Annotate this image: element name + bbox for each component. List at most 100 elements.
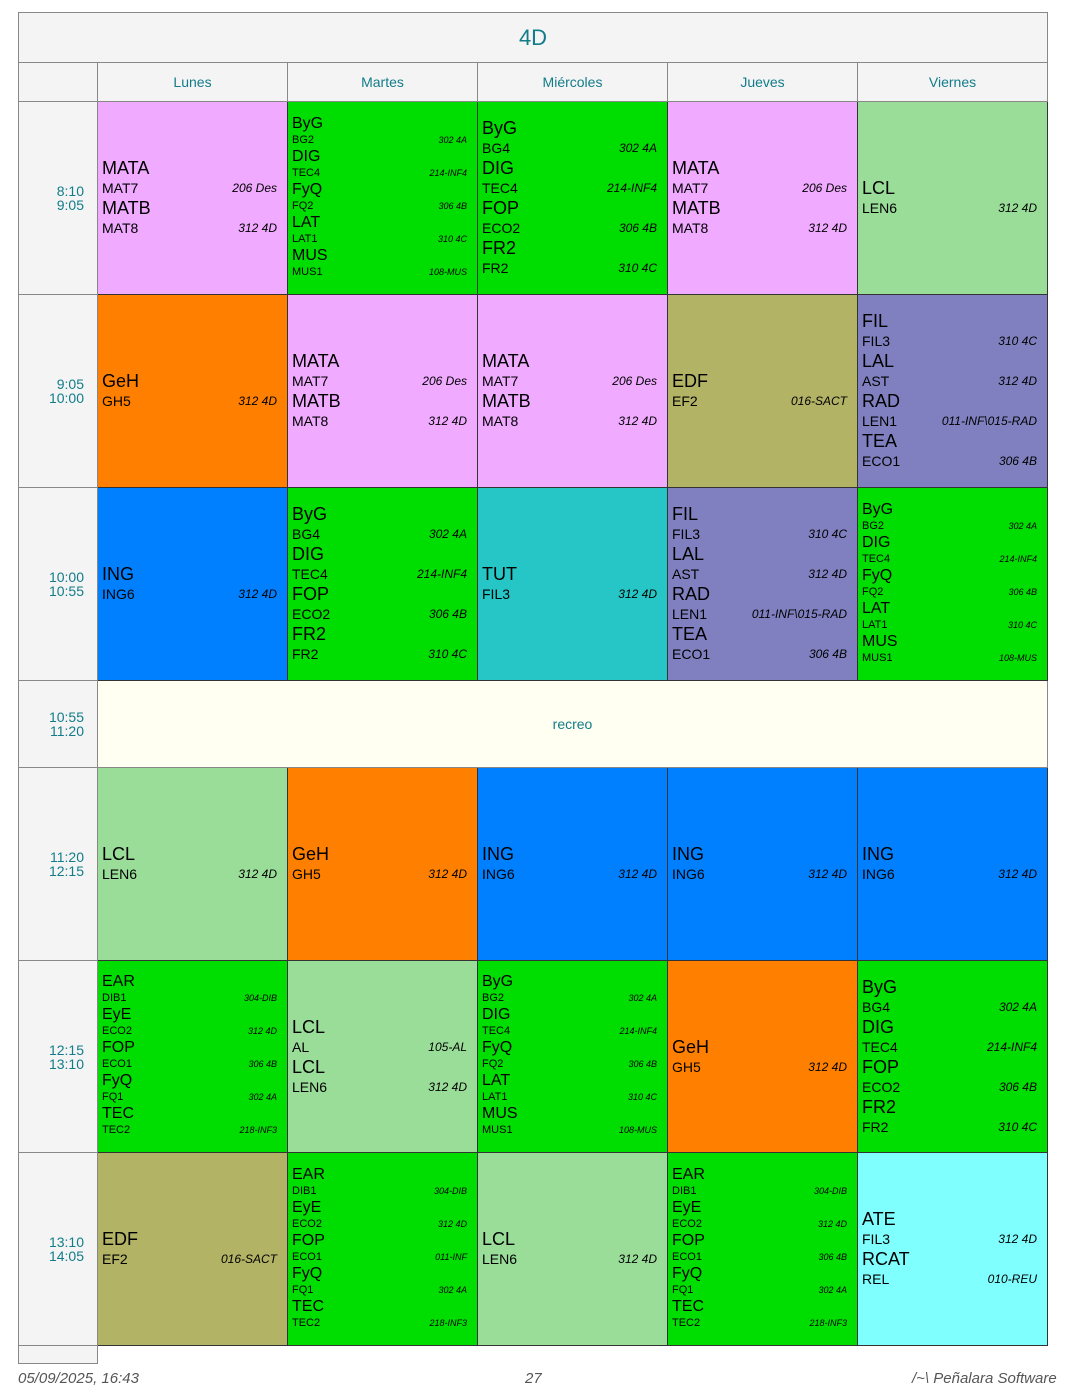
room-code: 304-DIB <box>813 1185 847 1196</box>
class-cell: EAR DIB1 304-DIB EyE ECO2 312 4D FOP ECO1 306 4B… <box>668 1153 858 1346</box>
group-code: MUS1 <box>292 265 323 278</box>
class-cell: EDF EF2 016-SACT <box>98 1153 288 1346</box>
group-code: TEC2 <box>292 1316 321 1329</box>
room-code: 304-DIB <box>433 1185 467 1196</box>
room-code: 306 4B <box>248 1059 277 1069</box>
group-line: ING6 312 4D <box>862 864 1037 884</box>
group-code: ECO2 <box>292 606 331 622</box>
group-line: ECO2 306 4B <box>482 218 657 238</box>
slot-start: 10:55 <box>48 709 84 725</box>
trailing-row <box>18 1346 1048 1364</box>
room-code: 310 4C <box>627 1092 657 1102</box>
group-code: ING6 <box>672 866 705 882</box>
group-line: FQ2 306 4B <box>862 584 1037 601</box>
subject-code: EAR <box>292 1165 325 1183</box>
subject-code: ByG <box>862 976 898 997</box>
subject-code: RCAT <box>862 1249 910 1269</box>
group-line: MAT7 206 Des <box>102 178 277 198</box>
time-slot-row: 10:55 11:20 recreo <box>18 681 1048 768</box>
room-code: 312 4D <box>618 1252 657 1266</box>
subject-code: FyQ <box>292 180 323 198</box>
room-code: 306 4B <box>628 1059 657 1069</box>
room-code: 302 4A <box>438 1284 467 1295</box>
subject-code: TEC <box>102 1105 134 1122</box>
group-code: ING6 <box>482 866 515 882</box>
room-code: 304-DIB <box>243 993 277 1003</box>
group-line: BG4 302 4A <box>482 138 657 158</box>
group-line: REL 010-REU <box>862 1269 1037 1289</box>
room-code: 010-REU <box>987 1272 1037 1286</box>
subject-code: ING <box>672 844 705 864</box>
group-code: FQ2 <box>292 199 314 212</box>
group-code: LEN6 <box>292 1078 328 1095</box>
group-code: FQ1 <box>102 1091 124 1103</box>
room-code: 302 4A <box>628 993 657 1003</box>
group-code: ING6 <box>862 866 895 882</box>
room-code: 105-AL <box>428 1039 467 1054</box>
subject-code: LCL <box>292 1056 326 1077</box>
slot-end: 14:05 <box>48 1248 84 1264</box>
class-cell: LCL AL 105-AL LCL LEN6 312 4D <box>288 961 478 1153</box>
slot-start: 11:20 <box>50 849 84 865</box>
timetable-title: 4D <box>18 12 1048 63</box>
slot-end: 11:20 <box>50 723 84 739</box>
room-code: 310 4C <box>998 334 1037 348</box>
room-code: 312 4D <box>238 867 277 881</box>
subject-code: LAT <box>292 213 321 231</box>
group-code: DIB1 <box>102 992 127 1004</box>
subject-code: DIG <box>862 533 891 551</box>
subject-code: FyQ <box>292 1264 323 1282</box>
time-slot: 11:20 12:15 <box>18 768 98 961</box>
room-code: 312 4D <box>618 587 657 601</box>
subject-code: ByG <box>292 114 324 132</box>
group-code: TEC4 <box>482 180 518 196</box>
group-line: MAT7 206 Des <box>482 371 657 391</box>
group-code: GH5 <box>672 1058 701 1075</box>
room-code: 306 4B <box>818 1251 847 1262</box>
group-code: LAT1 <box>482 1091 508 1103</box>
class-cell: EAR DIB1 304-DIB EyE ECO2 312 4D FOP ECO1 011-IN… <box>288 1153 478 1346</box>
subject-code: FyQ <box>102 1072 133 1089</box>
subject-code: ByG <box>482 118 518 138</box>
room-code: 312 4D <box>817 1218 847 1229</box>
room-code: 206 Des <box>422 374 467 388</box>
subject-code: ING <box>102 564 135 584</box>
group-line: TEC2 218-INF3 <box>672 1315 847 1332</box>
class-cell: GeH GH5 312 4D <box>98 295 288 488</box>
group-code: MAT8 <box>672 220 709 236</box>
subject-code: LCL <box>482 1229 516 1249</box>
group-line: MAT8 312 4D <box>292 411 467 431</box>
subject-code: MATA <box>102 158 150 178</box>
group-line: LEN6 312 4D <box>862 198 1037 218</box>
group-line: ECO1 011-INF <box>292 1249 467 1266</box>
room-code: 306 4B <box>998 1079 1037 1094</box>
subject-code: FOP <box>482 198 520 218</box>
time-slot: 10:00 10:55 <box>18 488 98 681</box>
group-code: FR2 <box>482 260 509 276</box>
group-line: ECO1 306 4B <box>672 644 847 664</box>
page-number: 27 <box>525 1370 542 1387</box>
room-code: 310 4C <box>618 261 657 275</box>
group-line: GH5 312 4D <box>292 864 467 884</box>
subject-code: TEC <box>292 1297 324 1315</box>
room-code: 312 4D <box>618 414 657 428</box>
group-line: GH5 312 4D <box>102 391 277 411</box>
day-header: Viernes <box>858 63 1048 102</box>
group-code: AST <box>672 566 700 582</box>
group-line: EF2 016-SACT <box>102 1249 277 1269</box>
group-code: FQ1 <box>292 1283 314 1296</box>
slot-start: 10:00 <box>48 569 84 585</box>
subject-code: GeH <box>672 1036 710 1057</box>
subject-code: TEA <box>862 431 898 451</box>
subject-code: FyQ <box>672 1264 703 1282</box>
room-code: 206 Des <box>802 181 847 195</box>
subject-code: MATA <box>292 351 340 371</box>
group-code: BG4 <box>862 998 891 1015</box>
group-code: FQ2 <box>862 585 884 598</box>
group-line: LAT1 310 4C <box>292 231 467 248</box>
group-line: LAT1 310 4C <box>482 1089 657 1106</box>
slot-end: 12:15 <box>48 863 84 879</box>
class-cell: MATA MAT7 206 Des MATB MAT8 312 4D <box>288 295 478 488</box>
group-code: BG4 <box>482 140 511 156</box>
group-line: LEN6 312 4D <box>102 864 277 884</box>
